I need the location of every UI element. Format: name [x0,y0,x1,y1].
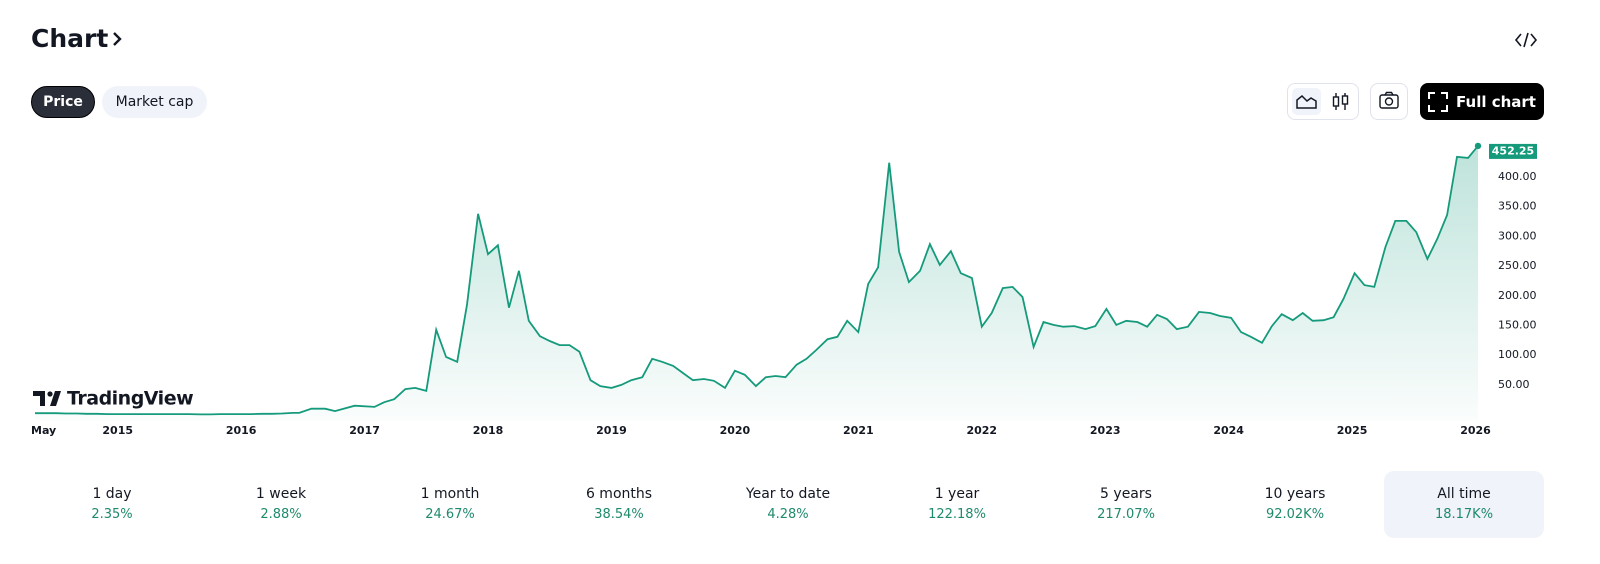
y-tick-label: 200.00 [1498,289,1537,302]
period-label: 1 day [92,486,132,502]
period-change: 2.35% [91,507,133,522]
period-button[interactable]: 1 month 24.67% [370,471,530,538]
x-tick-label: 2018 [473,424,504,437]
title: Chart [31,24,109,53]
period-button[interactable]: 10 years 92.02K% [1215,471,1375,538]
watermark: TradingView [67,388,193,410]
period-label: 1 month [420,486,480,502]
period-label: 1 year [934,486,980,502]
y-tick-label: 400.00 [1498,170,1537,183]
y-tick-label: 100.00 [1498,348,1537,361]
period-change: 4.28% [767,507,809,522]
camera-icon [1379,91,1399,109]
snapshot-button[interactable] [1370,83,1408,120]
last-value-label: 452.25 [1492,144,1534,157]
period-button[interactable]: 5 years 217.07% [1046,471,1206,538]
area-icon [1296,94,1317,109]
period-button[interactable]: 1 day 2.35% [32,471,192,538]
x-tick-label: 2021 [843,424,874,437]
period-change: 18.17K% [1434,507,1494,522]
x-tick-label: 2019 [596,424,627,437]
period-change: 24.67% [425,507,475,522]
period-change: 38.54% [594,507,644,522]
period-button[interactable]: Year to date 4.28% [708,471,868,538]
x-tick-label: 2017 [349,424,380,437]
period-change: 2.88% [260,507,302,522]
period-change: 122.18% [928,507,986,522]
period-button[interactable]: 1 week 2.88% [201,471,361,538]
period-label: All time [1437,486,1491,502]
area-style-button[interactable] [1292,88,1321,115]
period-label: 6 months [585,486,653,502]
x-tick-label: 2015 [102,424,133,437]
period-label: 10 years [1264,486,1326,502]
y-tick-label: 250.00 [1498,259,1537,272]
x-tick-label: 2016 [226,424,257,437]
x-tick-label: 2023 [1090,424,1121,437]
chart-style-group [1287,83,1359,120]
tradingview-logo: TradingView [33,388,194,410]
x-tick-label: May [31,424,56,437]
full-chart-button[interactable]: Full chart [1420,83,1544,120]
y-tick-label: 50.00 [1498,378,1530,391]
period-button[interactable]: 6 months 38.54% [539,471,699,538]
period-button[interactable]: 1 year 122.18% [877,471,1037,538]
title-link[interactable]: Chart [31,24,124,53]
fullscreen-icon [1428,91,1449,112]
period-label: Year to date [745,486,831,502]
last-value-badge [1489,143,1537,159]
period-change: 217.07% [1097,507,1155,522]
price-tab[interactable]: Price [31,86,95,118]
price-line [35,145,1479,416]
period-change: 92.02K% [1265,507,1325,522]
last-point [1474,142,1482,150]
x-tick-label: 2026 [1460,424,1491,437]
candle-icon[interactable] [1326,88,1355,115]
embed-icon[interactable] [1514,30,1538,50]
y-tick-label: 300.00 [1498,229,1537,242]
x-tick-label: 2024 [1213,424,1244,437]
x-tick-label: 2020 [720,424,751,437]
price-chart: TradingView 50.00 100.00 150.00 200.00 250.0… [31,142,1537,437]
y-tick-label: 150.00 [1498,319,1537,332]
chevron-icon [113,31,122,46]
period-label: 1 week [255,486,307,502]
area-fill [35,145,1478,421]
period-label: 5 years [1100,486,1152,502]
full-chart-label: Full chart [1456,92,1536,111]
x-tick-label: 2022 [966,424,997,437]
period-button[interactable]: All time 18.17K% [1384,471,1544,538]
y-tick-label: 350.00 [1498,200,1537,213]
x-tick-label: 2025 [1337,424,1368,437]
market-cap-tab[interactable]: Market cap [102,86,207,118]
